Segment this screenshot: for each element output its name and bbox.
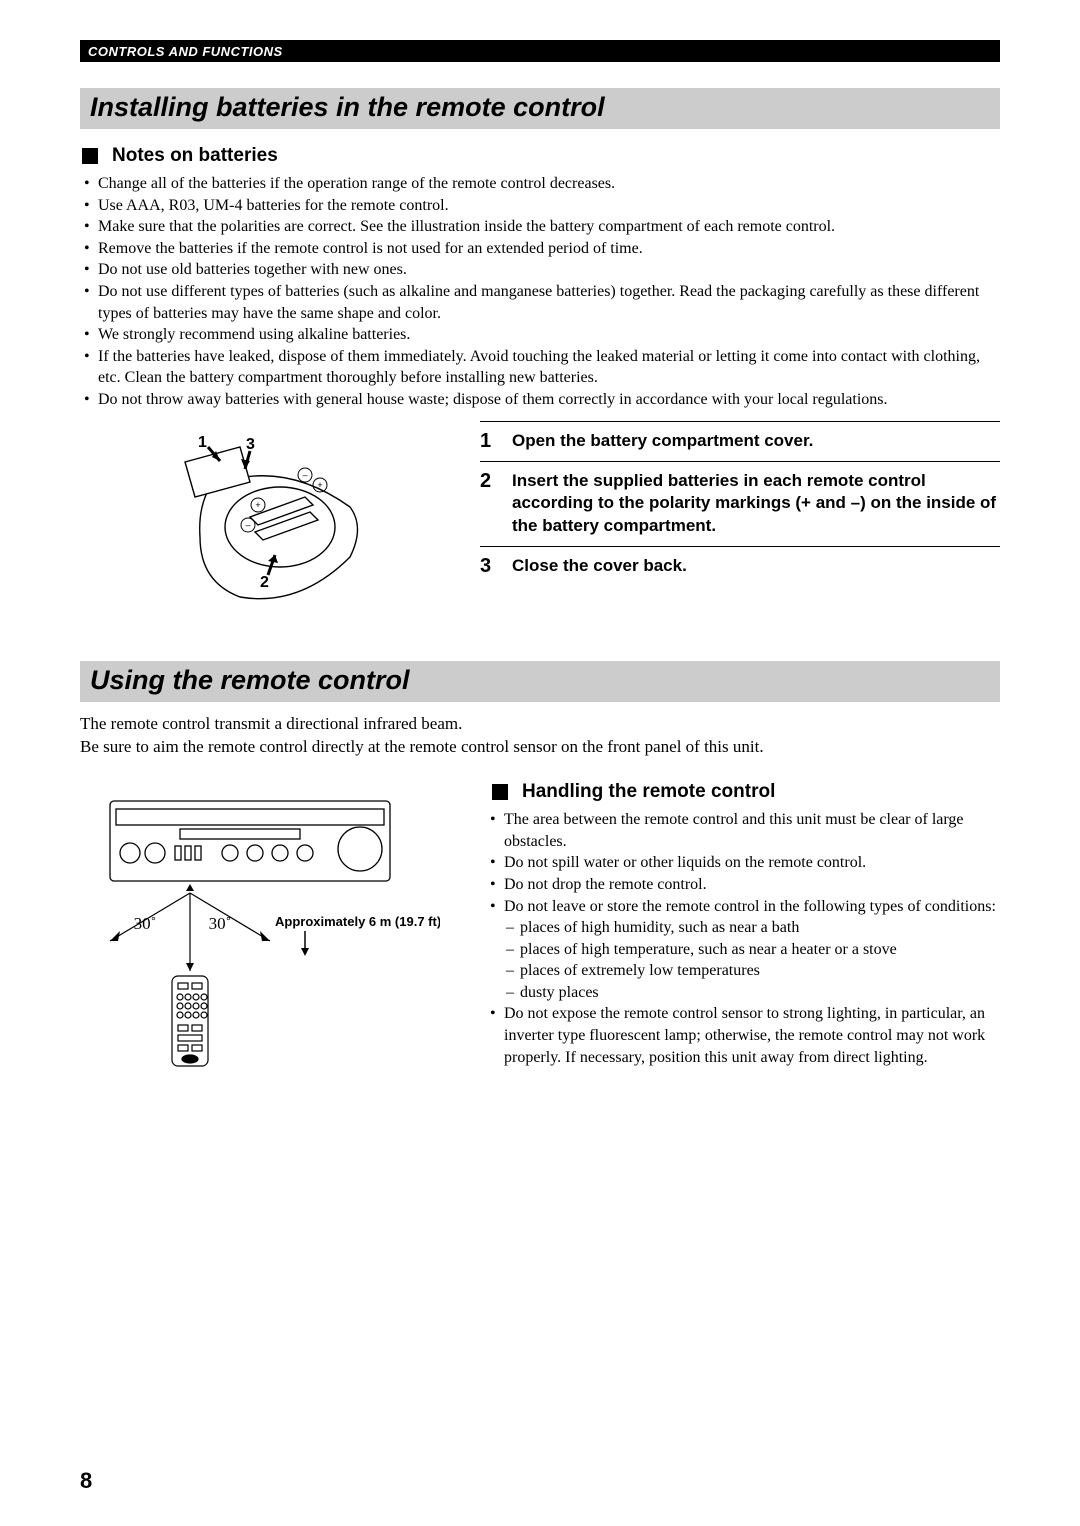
square-bullet-icon [82,148,98,164]
step-num: 2 [480,470,498,539]
battery-diagram: 1 3 2 – + + – [80,421,460,627]
bullet-item: Use AAA, R03, UM-4 batteries for the rem… [84,195,1000,217]
step-text: Insert the supplied batteries in each re… [512,470,1000,539]
diagram-label-3: 3 [246,436,255,453]
section2-title-bar: Using the remote control [80,661,1000,702]
steps-column: 1 Open the battery compartment cover. 2 … [480,421,1000,627]
square-bullet-icon [492,784,508,800]
section1-title-bar: Installing batteries in the remote contr… [80,88,1000,129]
handling-bullets: The area between the remote control and … [490,809,1000,917]
sub-bullet-item: places of high temperature, such as near… [506,939,1000,961]
bullet-item: Make sure that the polarities are correc… [84,216,1000,238]
step-num: 3 [480,555,498,578]
bullet-item: Do not drop the remote control. [490,874,1000,896]
sub-bullet-item: places of extremely low temperatures [506,960,1000,982]
section2-intro-2: Be sure to aim the remote control direct… [80,735,1000,759]
step-num: 1 [480,430,498,453]
bullet-item: Do not use old batteries together with n… [84,259,1000,281]
step-row: 2 Insert the supplied batteries in each … [480,461,1000,547]
step-text: Open the battery compartment cover. [512,430,813,453]
bullet-item: Change all of the batteries if the opera… [84,173,1000,195]
svg-text:+: + [317,480,322,490]
handling-sub-bullets: places of high humidity, such as near a … [490,917,1000,1003]
header-bar: CONTROLS AND FUNCTIONS [80,40,1000,62]
section2-title: Using the remote control [90,665,410,695]
distance-label: Approximately 6 m (19.7 ft) [275,914,440,929]
bullet-item: We strongly recommend using alkaline bat… [84,324,1000,346]
step-row: 1 Open the battery compartment cover. [480,421,1000,461]
bullet-item: The area between the remote control and … [490,809,1000,852]
handling-subhead-row: Handling the remote control [490,781,1000,803]
svg-text:–: – [302,470,307,480]
section1-subhead-row: Notes on batteries [80,145,1000,167]
svg-text:–: – [245,520,250,530]
step-row: 3 Close the cover back. [480,546,1000,586]
range-diagram-svg: 30˚ 30˚ Approximately 6 m (19.7 ft) [80,781,440,1081]
section1-subhead: Notes on batteries [112,145,278,167]
section2-intro-1: The remote control transmit a directiona… [80,712,1000,736]
bullet-item: If the batteries have leaked, dispose of… [84,346,1000,389]
angle-left: 30˚ [134,914,157,933]
section1-bullets: Change all of the batteries if the opera… [80,173,1000,411]
step-text: Close the cover back. [512,555,687,578]
section1-two-col: 1 3 2 – + + – [80,421,1000,627]
bullet-item: Do not throw away batteries with general… [84,389,1000,411]
bullet-item: Do not leave or store the remote control… [490,896,1000,918]
bullet-item: Do not expose the remote control sensor … [490,1003,1000,1068]
sub-bullet-item: places of high humidity, such as near a … [506,917,1000,939]
bullet-item: Do not use different types of batteries … [84,281,1000,324]
battery-diagram-svg: 1 3 2 – + + – [150,427,390,627]
handling-column: Handling the remote control The area bet… [490,781,1000,1086]
section2-two-col: 30˚ 30˚ Approximately 6 m (19.7 ft) [80,781,1000,1086]
bullet-item: Do not spill water or other liquids on t… [490,852,1000,874]
diagram-label-1: 1 [198,434,207,451]
handling-last-bullet-list: Do not expose the remote control sensor … [490,1003,1000,1068]
sub-bullet-item: dusty places [506,982,1000,1004]
bullet-item: Remove the batteries if the remote contr… [84,238,1000,260]
header-section-label: CONTROLS AND FUNCTIONS [88,44,283,59]
handling-subhead: Handling the remote control [522,781,775,803]
page-number: 8 [80,1468,92,1494]
diagram-label-2: 2 [260,574,269,591]
angle-right: 30˚ [209,914,232,933]
svg-text:+: + [255,500,260,510]
range-diagram-box: 30˚ 30˚ Approximately 6 m (19.7 ft) [80,781,460,1086]
section1-title: Installing batteries in the remote contr… [90,92,605,122]
